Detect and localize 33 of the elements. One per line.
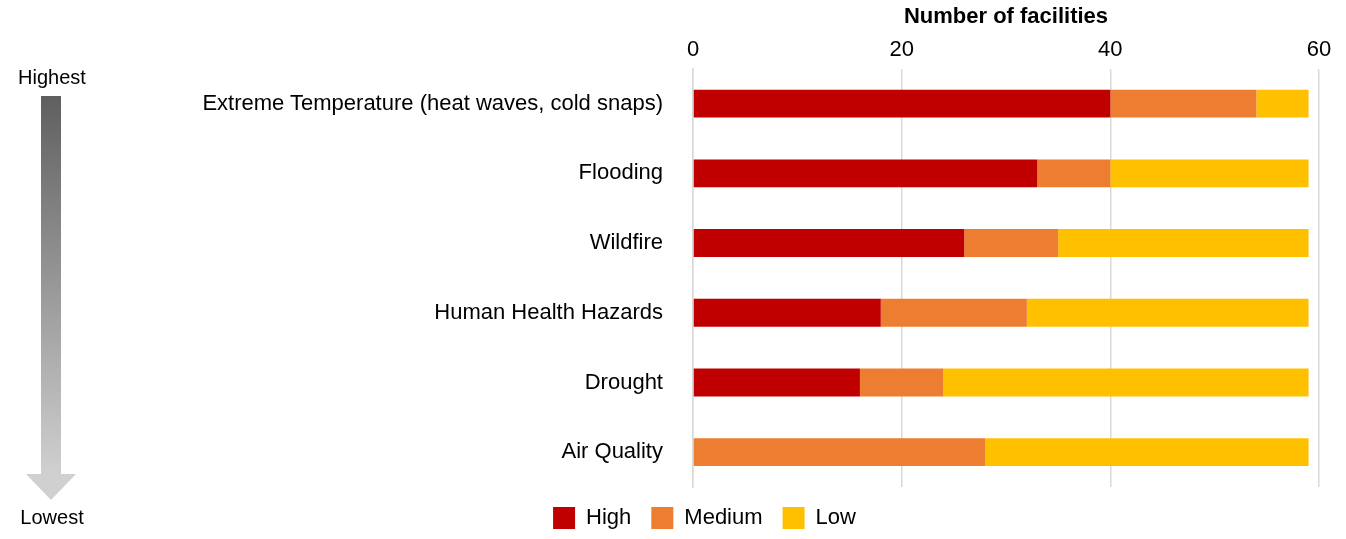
bar bbox=[1037, 159, 1111, 188]
legend-label: Low bbox=[815, 504, 857, 530]
bar bbox=[943, 368, 1309, 397]
text: Lowest bbox=[19, 506, 85, 529]
bar bbox=[693, 298, 881, 327]
bar bbox=[1110, 89, 1257, 118]
bar bbox=[693, 89, 1111, 118]
bar bbox=[693, 229, 965, 257]
x-tick-label: 20 bbox=[889, 35, 914, 61]
y-tick-label: Wildfire bbox=[589, 229, 663, 255]
y-tick-label: Extreme Temperature (heat waves, cold snaps) bbox=[202, 89, 663, 115]
legend-label: Medium bbox=[684, 504, 763, 530]
bar bbox=[693, 438, 986, 467]
bar bbox=[880, 298, 1027, 327]
y-tick-label: Air Quality bbox=[561, 438, 663, 464]
y-tick-label: Human Health Hazards bbox=[434, 298, 663, 324]
bar bbox=[693, 159, 1038, 188]
bar bbox=[985, 438, 1309, 467]
y-tick-label: Flooding bbox=[578, 159, 663, 185]
bar bbox=[964, 229, 1059, 257]
bar bbox=[1058, 229, 1309, 257]
bar bbox=[693, 368, 860, 397]
x-tick-label: 0 bbox=[686, 35, 700, 61]
y-tick-label: Drought bbox=[584, 368, 663, 394]
x-tick-label: 60 bbox=[1306, 35, 1332, 61]
legend-label: High bbox=[586, 504, 632, 530]
bar bbox=[859, 368, 944, 397]
text: Highest bbox=[17, 66, 87, 89]
bar bbox=[1110, 159, 1309, 188]
x-axis-title: Number of facilities bbox=[903, 3, 1109, 29]
x-tick-label: 40 bbox=[1098, 35, 1123, 61]
bar bbox=[1026, 298, 1309, 327]
bar bbox=[1256, 89, 1309, 118]
